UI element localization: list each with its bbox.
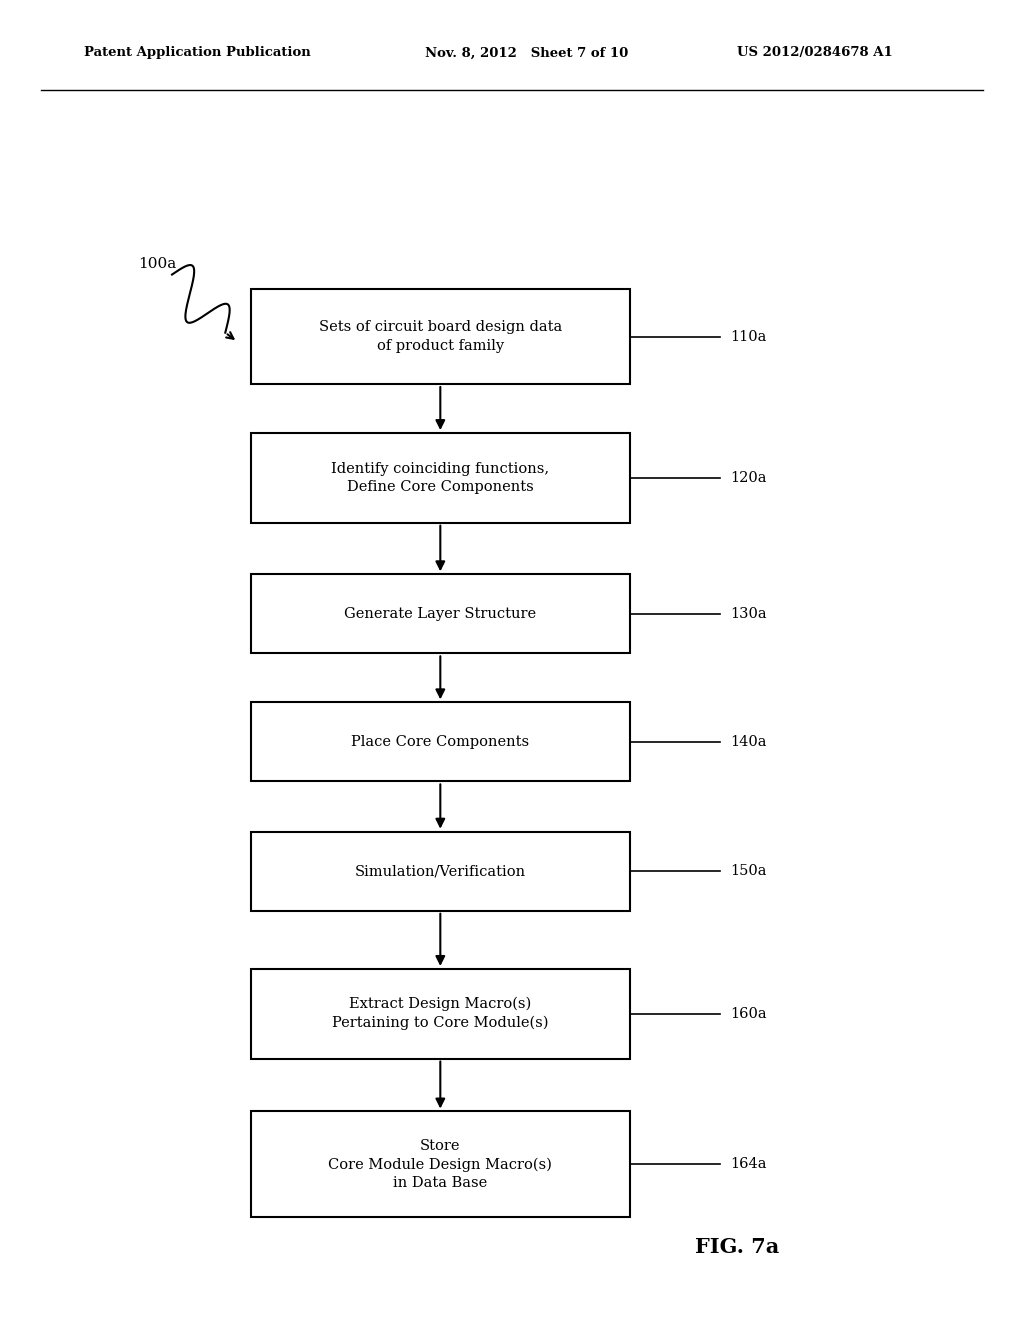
Text: 164a: 164a [730, 1158, 767, 1171]
Text: 140a: 140a [730, 735, 767, 748]
Text: 100a: 100a [138, 257, 176, 271]
Text: 150a: 150a [730, 865, 767, 878]
Text: 130a: 130a [730, 607, 767, 620]
Text: Sets of circuit board design data
of product family: Sets of circuit board design data of pro… [318, 321, 562, 352]
Bar [251, 433, 630, 523]
Text: 110a: 110a [730, 330, 767, 343]
Bar [251, 1111, 630, 1217]
Text: Nov. 8, 2012   Sheet 7 of 10: Nov. 8, 2012 Sheet 7 of 10 [425, 46, 628, 59]
Text: 160a: 160a [730, 1007, 767, 1020]
Text: Extract Design Macro(s)
Pertaining to Core Module(s): Extract Design Macro(s) Pertaining to Co… [332, 997, 549, 1031]
Text: Simulation/Verification: Simulation/Verification [354, 865, 526, 878]
Text: Patent Application Publication: Patent Application Publication [84, 46, 310, 59]
Text: FIG. 7a: FIG. 7a [695, 1237, 779, 1258]
Bar [251, 702, 630, 781]
Bar [251, 574, 630, 653]
Text: Generate Layer Structure: Generate Layer Structure [344, 607, 537, 620]
Text: Place Core Components: Place Core Components [351, 735, 529, 748]
Text: Identify coinciding functions,
Define Core Components: Identify coinciding functions, Define Co… [331, 462, 550, 494]
Bar [251, 969, 630, 1059]
Text: Store
Core Module Design Macro(s)
in Data Base: Store Core Module Design Macro(s) in Dat… [329, 1139, 552, 1189]
Text: US 2012/0284678 A1: US 2012/0284678 A1 [737, 46, 893, 59]
Text: 120a: 120a [730, 471, 767, 484]
Bar [251, 289, 630, 384]
Bar [251, 832, 630, 911]
